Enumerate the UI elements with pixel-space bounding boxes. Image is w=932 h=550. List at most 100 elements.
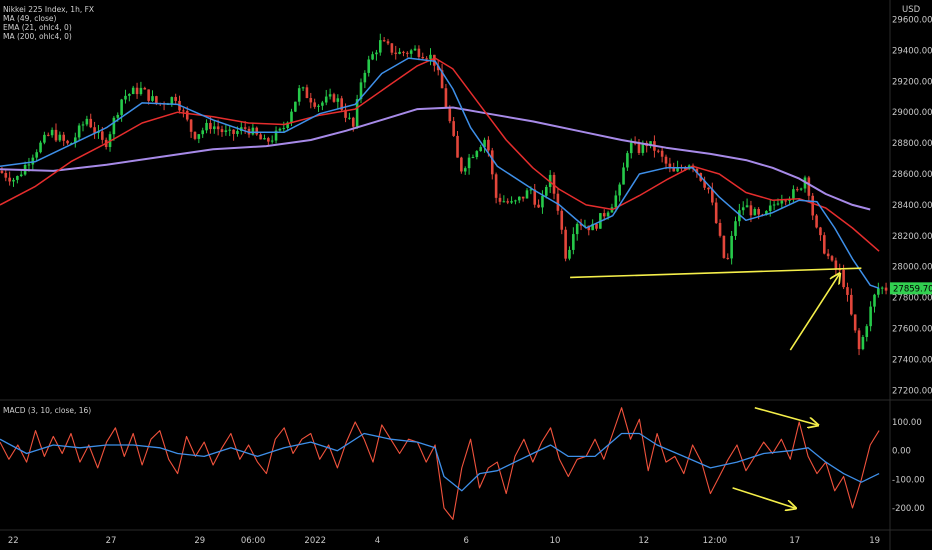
candle-up	[378, 40, 382, 53]
candle-down	[62, 134, 66, 141]
macd-tick-label: -100.00	[892, 475, 925, 485]
ma200-line	[0, 106, 871, 211]
candle-up	[31, 157, 35, 165]
time-tick-label: 22	[8, 536, 19, 546]
candle-down	[66, 140, 69, 144]
candle-down	[498, 197, 502, 202]
candle-up	[873, 294, 876, 307]
candle-down	[54, 129, 58, 141]
candle-down	[506, 201, 510, 203]
candle-down	[846, 287, 849, 295]
candle-up	[294, 101, 297, 112]
candle-down	[147, 89, 150, 101]
candle-up	[290, 111, 293, 123]
candle-down	[556, 193, 560, 211]
candle-up	[321, 102, 324, 106]
candle-up	[502, 201, 506, 203]
candle-up	[572, 234, 575, 250]
candle-up	[274, 130, 278, 141]
candle-down	[440, 70, 444, 89]
candle-up	[741, 207, 745, 211]
price-tick-label: 28800.00	[892, 139, 932, 149]
candle-down	[255, 127, 259, 135]
candle-up	[236, 131, 239, 134]
candle-down	[660, 150, 664, 157]
candle-down	[8, 177, 11, 182]
time-tick-label: 17	[789, 536, 800, 546]
price-tick-label: 29200.00	[892, 77, 932, 87]
candle-up	[328, 94, 332, 97]
candle-up	[124, 95, 127, 100]
candle-up	[792, 189, 795, 199]
candle-up	[877, 288, 880, 295]
candle-down	[267, 138, 270, 142]
candle-down	[340, 98, 343, 110]
candle-up	[116, 114, 120, 118]
time-tick-label: 06:00	[241, 536, 266, 546]
candle-down	[155, 96, 158, 104]
candle-up	[429, 54, 432, 60]
candle-down	[684, 168, 687, 170]
candle-down	[456, 135, 459, 158]
candle-up	[575, 223, 579, 235]
candle-down	[394, 52, 398, 54]
price-tick-label: 28600.00	[892, 170, 932, 180]
time-tick-label: 4	[375, 536, 380, 546]
candle-up	[278, 128, 282, 131]
candle-up	[861, 336, 865, 350]
candle-down	[757, 209, 760, 215]
candle-down	[0, 170, 4, 173]
candle-up	[517, 196, 521, 201]
candle-down	[448, 107, 452, 122]
candle-down	[602, 213, 606, 217]
time-tick-label: 12:00	[703, 536, 728, 546]
legend-ma200: MA (200, ohlc4, 0)	[3, 32, 72, 41]
candle-down	[707, 187, 710, 190]
time-tick-label: 19	[869, 536, 880, 546]
last-price-value: 27859.70	[893, 284, 932, 294]
candle-up	[730, 235, 733, 259]
macd-tick-label: -200.00	[892, 504, 925, 514]
candle-up	[120, 99, 123, 115]
candle-up	[12, 179, 15, 182]
candle-down	[830, 256, 834, 261]
candle-up	[43, 134, 46, 143]
candle-down	[784, 200, 787, 202]
candle-up	[626, 153, 629, 168]
candle-down	[656, 150, 660, 152]
candle-down	[351, 117, 355, 127]
candle-down	[726, 257, 730, 259]
candle-down	[691, 165, 695, 169]
candle-down	[722, 235, 726, 258]
candle-up	[348, 117, 351, 119]
candle-down	[259, 134, 262, 140]
time-tick-label: 6	[463, 536, 468, 546]
candle-down	[672, 166, 676, 172]
candle-up	[618, 184, 621, 196]
macd-tick-label: 100.00	[892, 418, 922, 428]
price-tick-label: 27800.00	[892, 294, 932, 304]
candle-down	[406, 52, 409, 54]
candle-down	[838, 269, 842, 271]
candle-down	[560, 210, 564, 230]
candle-down	[811, 195, 815, 216]
candle-up	[112, 117, 116, 135]
candle-down	[46, 134, 50, 136]
candle-up	[131, 87, 135, 95]
candle-up	[510, 201, 513, 203]
candle-up	[765, 211, 768, 215]
candle-down	[564, 229, 567, 259]
candle-up	[58, 134, 62, 141]
candle-up	[367, 59, 371, 73]
macd-legend: MACD (3, 10, close, 16)	[3, 406, 92, 415]
candle-up	[776, 203, 780, 205]
candle-up	[799, 188, 803, 190]
candle-up	[865, 326, 869, 337]
candle-down	[4, 172, 8, 178]
last-price-tag	[890, 282, 932, 295]
candle-down	[193, 131, 197, 139]
legend-ema21: EMA (21, ohlc4, 0)	[3, 23, 72, 32]
candle-down	[243, 127, 247, 129]
candle-up	[475, 151, 479, 158]
